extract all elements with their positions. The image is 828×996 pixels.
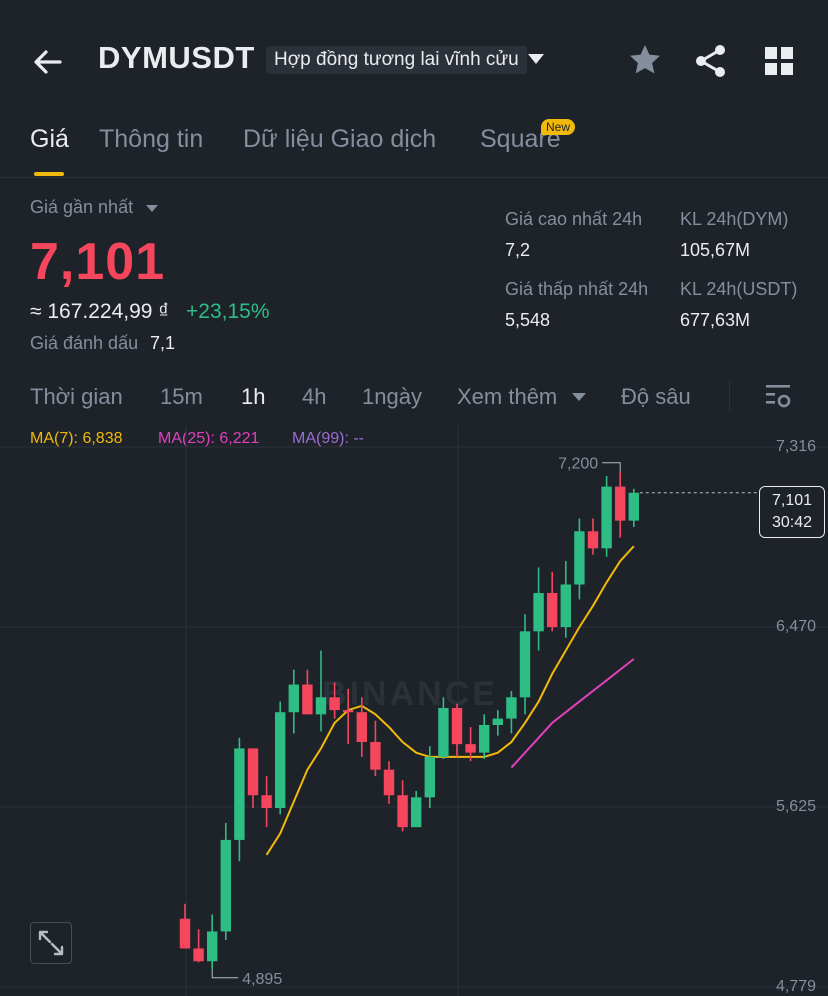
- interval-4h[interactable]: 4h: [302, 384, 327, 409]
- interval-15m[interactable]: 15m: [160, 384, 203, 409]
- active-tab-indicator: [34, 172, 64, 176]
- share-icon[interactable]: [694, 44, 728, 78]
- candle-body: [302, 684, 313, 715]
- fiat-value: ≈ 167.224,99 ₫: [30, 300, 170, 323]
- candle-body: [234, 748, 245, 840]
- chevron-down-icon[interactable]: [572, 393, 586, 401]
- candle-body: [193, 948, 204, 962]
- candle-body: [438, 707, 449, 757]
- candle-body: [315, 697, 327, 715]
- candle-body: [397, 795, 408, 828]
- chart-settings-icon[interactable]: [764, 383, 792, 411]
- star-icon[interactable]: [627, 42, 663, 78]
- interval-time-label[interactable]: Thời gian: [30, 384, 123, 409]
- arrow-left-icon[interactable]: [30, 44, 66, 80]
- fullscreen-button[interactable]: [30, 922, 72, 964]
- candle-body: [275, 712, 286, 808]
- candlestick-chart[interactable]: BINANCE 7,200 4,895: [0, 425, 828, 996]
- high-24h-label: Giá cao nhất 24h: [505, 209, 643, 229]
- interval-1day[interactable]: 1ngày: [362, 384, 422, 409]
- candle-body: [179, 918, 191, 949]
- tab-info[interactable]: Thông tin: [99, 125, 204, 153]
- mark-price: 7,1: [150, 333, 176, 353]
- candle-body: [479, 724, 490, 753]
- ma25-legend: MA(25): 6,221: [158, 430, 260, 447]
- tab-trading-data[interactable]: Dữ liệu Giao dịch: [243, 125, 437, 153]
- candle-body: [628, 492, 639, 521]
- divider: [0, 177, 828, 178]
- candle-body: [424, 756, 435, 798]
- last-price-tag: 7,101 30:42: [759, 486, 825, 538]
- low-24h-label: Giá thấp nhất 24h: [505, 279, 649, 299]
- expand-icon: [38, 930, 64, 956]
- candle-body: [288, 684, 299, 713]
- candle-body: [247, 748, 259, 796]
- divider: [729, 380, 730, 412]
- ma99-legend: MA(99): --: [292, 430, 364, 447]
- more-intervals[interactable]: Xem thêm: [457, 384, 558, 409]
- candle-body: [601, 486, 612, 549]
- price-markers: 7,200 4,895: [211, 456, 758, 988]
- candle-body: [547, 593, 558, 628]
- ma-lines: [265, 545, 635, 856]
- candle-body: [587, 531, 599, 549]
- ma7-legend: MA(7): 6,838: [30, 430, 123, 447]
- candle-body: [560, 584, 571, 628]
- high-24h: 7,2: [505, 240, 531, 260]
- candle-body: [492, 718, 503, 725]
- candle-body: [533, 593, 544, 632]
- last-price-tag-value: 7,101: [771, 492, 813, 509]
- mark-price-label: Giá đánh dấu: [30, 333, 139, 353]
- y-axis-label: 6,470: [775, 618, 816, 635]
- chevron-down-icon[interactable]: [528, 54, 544, 64]
- candle-body: [506, 697, 517, 719]
- candle-body: [451, 707, 463, 745]
- top-bar: DYMUSDT Hợp đồng tương lai vĩnh cửu: [0, 0, 828, 120]
- candle-body: [615, 486, 626, 521]
- candle-body: [207, 931, 218, 962]
- low-marker-line: [211, 969, 239, 979]
- y-axis-label: 5,625: [775, 798, 816, 815]
- ma7-line: [265, 545, 635, 856]
- high-marker-line: [602, 462, 621, 472]
- ma25-line: [510, 658, 635, 769]
- y-axis-label: 7,316: [775, 438, 816, 455]
- low-24h: 5,548: [505, 310, 551, 330]
- vol-quote-label: KL 24h(USDT): [680, 279, 798, 299]
- tab-price[interactable]: Giá: [30, 125, 69, 153]
- grid-icon[interactable]: [764, 46, 794, 76]
- candle-body: [383, 769, 395, 796]
- last-price-label[interactable]: Giá gần nhất: [30, 197, 134, 217]
- candle-body: [519, 631, 531, 698]
- watermark: BINANCE: [322, 675, 498, 713]
- caret-down-icon[interactable]: [146, 205, 158, 212]
- candle-countdown: 30:42: [771, 514, 813, 531]
- candle-body: [329, 697, 340, 711]
- candle-body: [370, 742, 381, 770]
- candle-body: [220, 839, 231, 932]
- candle-body: [411, 797, 422, 828]
- high-marker-label: 7,200: [558, 456, 598, 473]
- candle-body: [261, 795, 272, 808]
- candle-body: [574, 531, 585, 585]
- candle-body: [343, 710, 354, 713]
- low-marker-label: 4,895: [242, 971, 282, 988]
- vol-base: 105,67M: [680, 240, 751, 260]
- symbol-title[interactable]: DYMUSDT: [98, 40, 255, 75]
- y-axis-label: 4,779: [775, 978, 816, 995]
- candles: [179, 471, 639, 970]
- vol-quote: 677,63M: [680, 310, 751, 330]
- vol-base-label: KL 24h(DYM): [680, 209, 789, 229]
- depth-tab[interactable]: Độ sâu: [621, 384, 691, 409]
- last-price: 7,101: [30, 233, 166, 291]
- contract-type-label[interactable]: Hợp đồng tương lai vĩnh cửu: [266, 46, 527, 74]
- change-percent: +23,15%: [186, 300, 270, 323]
- candle-body: [465, 744, 476, 753]
- new-badge: New: [541, 119, 576, 135]
- candle-body: [356, 712, 367, 743]
- interval-1h[interactable]: 1h: [241, 384, 266, 409]
